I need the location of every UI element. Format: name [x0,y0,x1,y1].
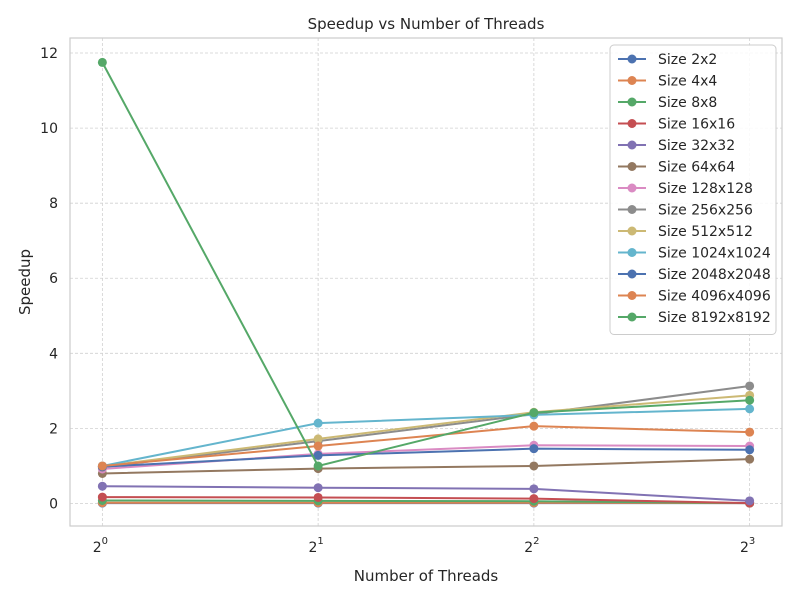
data-point [97,461,107,471]
x-tick-label: 21 [308,536,323,556]
legend-label: Size 128x128 [658,181,753,197]
x-tick-label: 20 [93,536,108,556]
legend-item: Size 2x2 [618,52,717,68]
legend-frame [609,44,777,335]
data-point [313,418,323,428]
series-layer [97,57,755,508]
y-tick-label: 0 [49,496,58,512]
series-line [101,61,750,468]
series-line [102,458,750,475]
legend-marker [627,248,637,257]
data-point [529,484,539,494]
legend-marker [627,183,637,193]
x-tick-label: 22 [524,536,539,556]
series-line [102,384,750,469]
x-axis-ticks: 20 21 22 23 [93,536,756,556]
legend-marker [627,291,637,300]
data-point [529,444,539,454]
series-line [102,447,750,468]
y-tick-label: 4 [49,346,58,362]
data-point [745,427,755,437]
legend-item: Size 8192x8192 [618,310,771,326]
legend-label: Size 256x256 [658,203,753,219]
data-point [97,57,107,67]
y-tick-label: 12 [40,46,58,62]
x-axis-label: Number of Threads [354,567,499,585]
series-line [102,394,750,468]
legend-item: Size 32x32 [618,138,735,154]
legend-label: Size 2x2 [658,52,717,68]
legend-item: Size 256x256 [618,203,753,219]
legend-label: Size 1024x1024 [658,246,771,262]
legend-item: Size 2048x2048 [618,267,771,283]
series-line [102,485,750,502]
legend-label: Size 4096x4096 [658,289,771,305]
data-point [745,454,755,464]
legend-marker [627,162,637,171]
legend-marker [627,54,637,64]
data-point [745,381,755,391]
data-point [745,445,755,455]
series-line [102,425,750,467]
legend-marker [627,76,637,85]
data-point [313,461,323,471]
data-point [529,408,539,418]
legend-item: Size 8x8 [618,95,717,111]
legend-label: Size 4x4 [658,74,717,90]
x-tick-label: 23 [740,536,755,556]
legend-marker [627,312,637,322]
legend-item: Size 4x4 [618,74,717,90]
y-tick-label: 2 [49,421,58,437]
data-point [97,492,107,502]
plot-frame [69,37,783,527]
series-line [102,499,750,505]
legend-item: Size 512x512 [618,224,753,240]
data-point [745,404,755,414]
y-tick-label: 6 [49,271,58,287]
data-point [313,434,323,444]
legend-item: Size 16x16 [618,117,735,133]
legend-item: Size 1024x1024 [618,246,771,262]
data-point [745,395,755,405]
series-size-8192x8192 [97,57,755,471]
legend-item: Size 128x128 [618,181,753,197]
data-point [529,461,539,471]
data-point [97,481,107,491]
legend: Size 2x2 Size 4x4 Size 8x8 Size 16x16 Size 3… [609,44,777,335]
legend-label: Size 64x64 [658,160,735,176]
data-point [313,450,323,460]
legend-marker [627,119,637,128]
y-tick-label: 8 [49,196,58,212]
legend-label: Size 16x16 [658,117,735,133]
legend-item: Size 4096x4096 [618,289,771,305]
legend-marker [627,140,637,150]
data-point [529,494,539,504]
series-line [102,407,750,467]
legend-label: Size 32x32 [658,138,735,154]
legend-label: Size 512x512 [658,224,753,240]
series-line [102,496,750,505]
legend-marker [627,205,637,214]
data-point [313,492,323,502]
data-point [313,441,323,451]
chart-title: Speedup vs Number of Threads [308,15,545,33]
legend-marker [627,97,637,107]
legend-item: Size 64x64 [618,160,735,176]
y-tick-label: 10 [40,121,58,137]
y-axis-label: Speedup [16,249,34,315]
y-axis-ticks: 0 2 4 6 8 10 12 [40,46,58,512]
legend-label: Size 8x8 [658,95,717,111]
data-point [313,483,323,493]
data-point [745,496,755,506]
data-point [529,421,539,431]
series-size-32x32 [97,481,755,506]
legend-label: Size 8192x8192 [658,310,771,326]
legend-marker [627,269,637,279]
legend-label: Size 2048x2048 [658,267,771,283]
legend-marker [627,226,637,236]
series-size-4096x4096 [97,421,755,471]
